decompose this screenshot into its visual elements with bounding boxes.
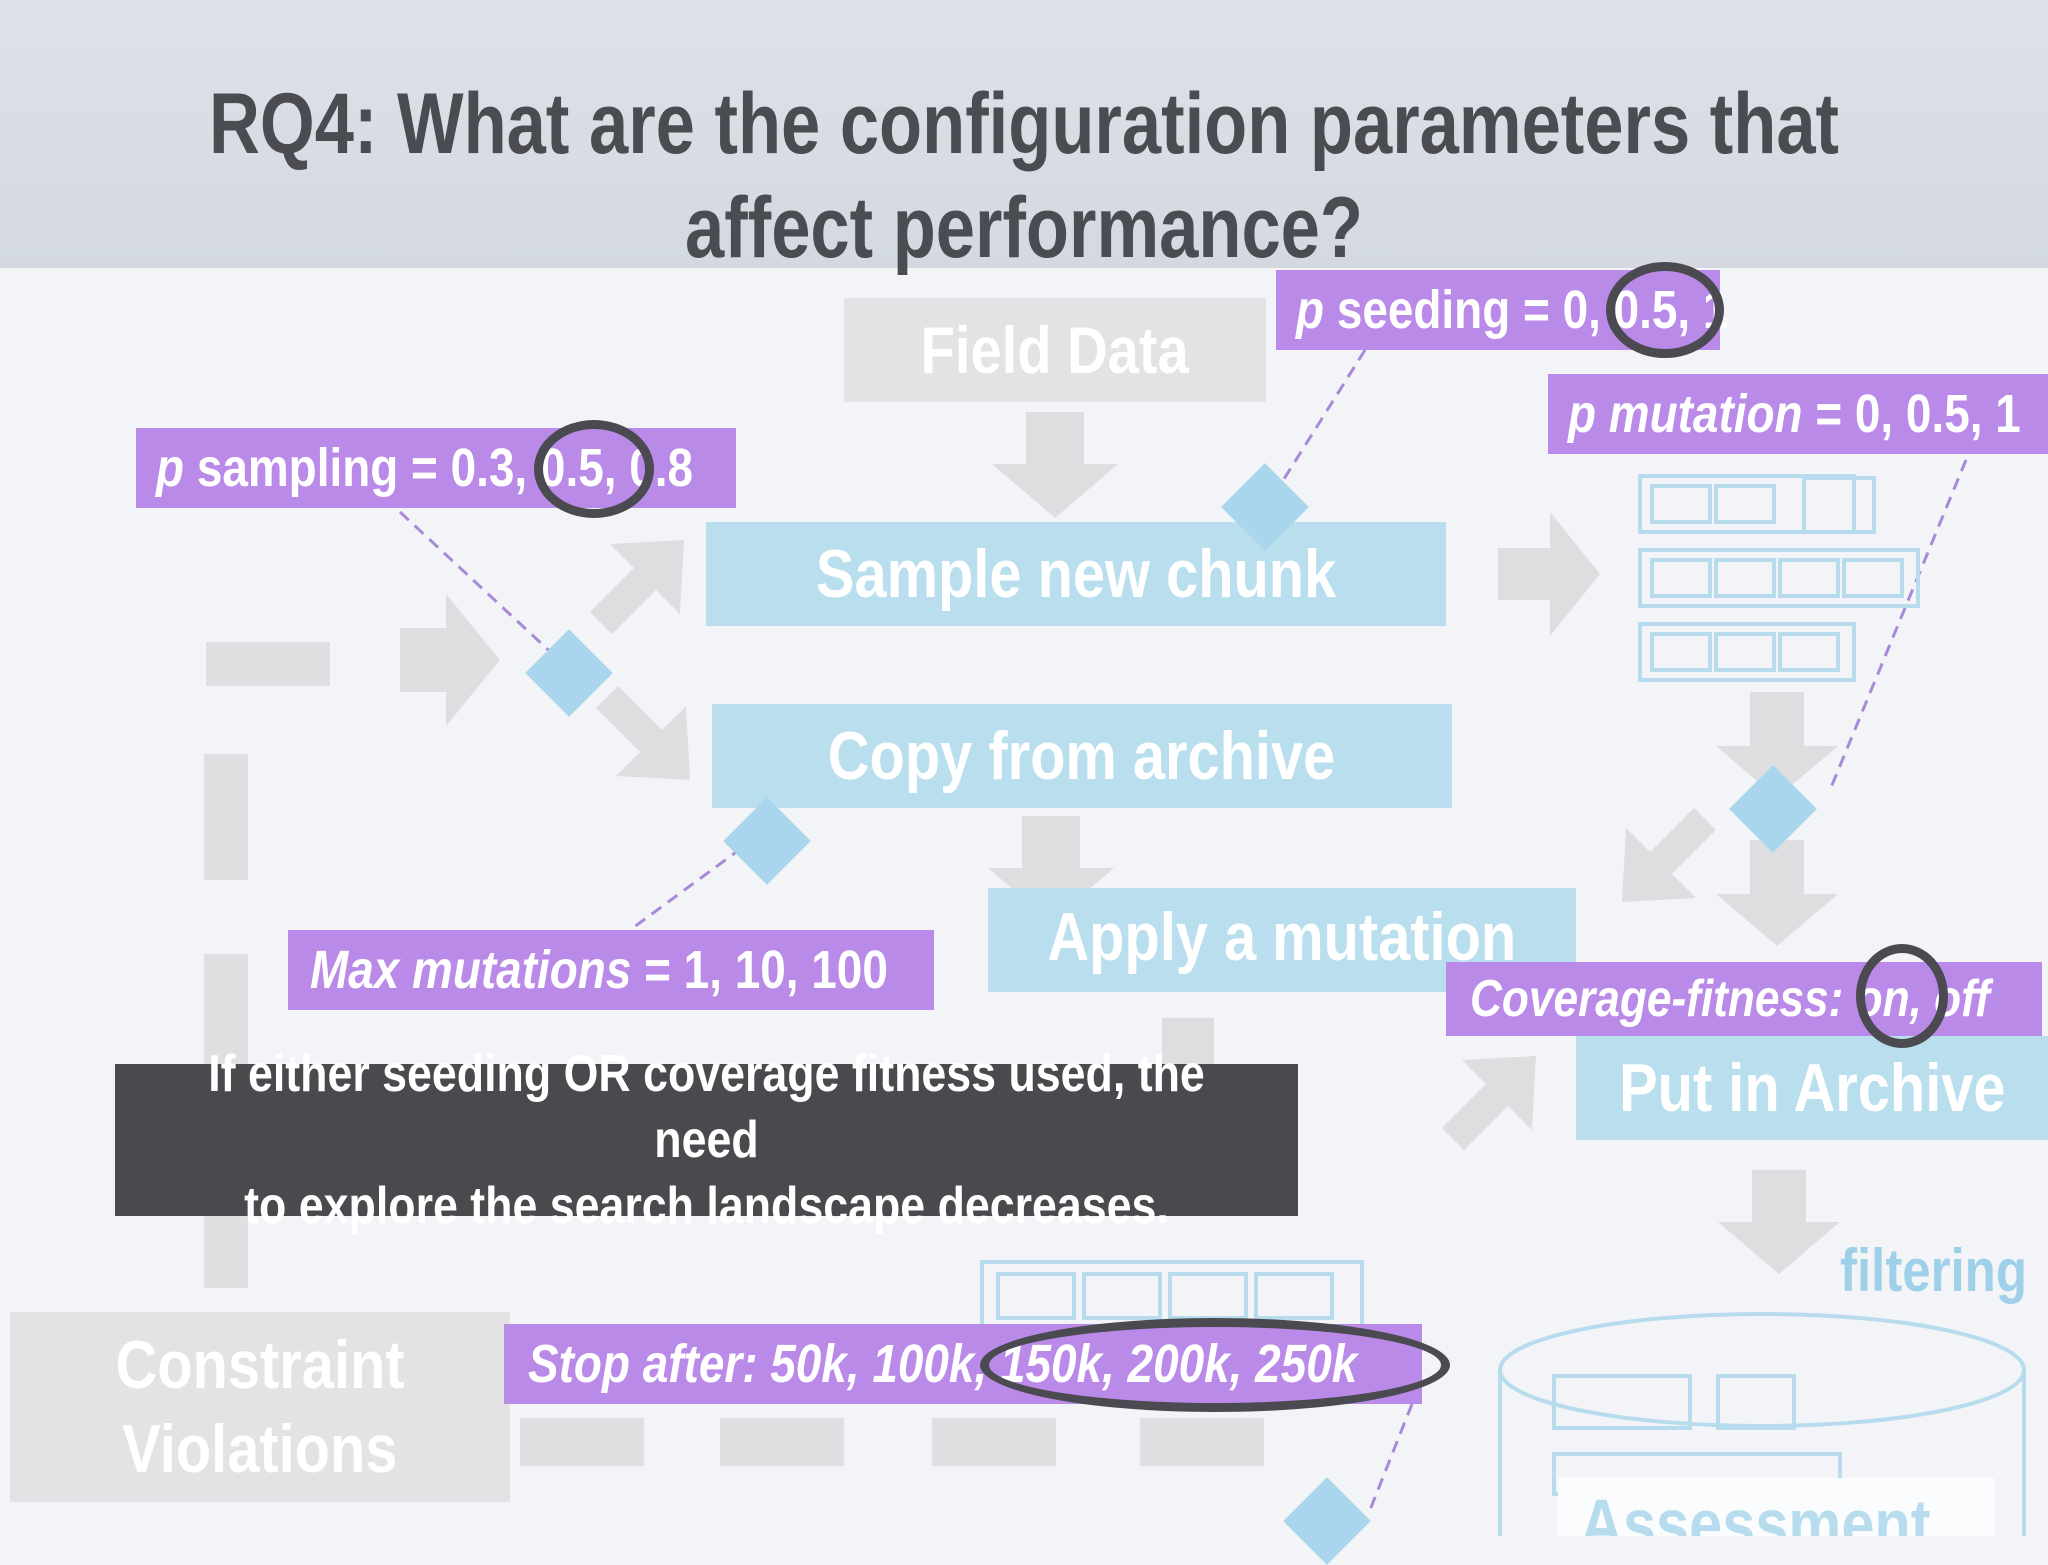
apply-mutation-label: Apply a mutation — [1047, 899, 1517, 975]
param-coverage-fitness: Coverage-fitness: on, off — [1446, 962, 2042, 1036]
arrow-up-right-icon — [1442, 1056, 1536, 1150]
field-data-box: Field Data — [844, 298, 1266, 402]
arrow-down-right-icon — [596, 686, 690, 780]
constraint-violations-line-2: Violations — [122, 1411, 398, 1487]
put-in-archive-label: Put in Archive — [1618, 1050, 2006, 1126]
param-sampling-name: p — [156, 438, 185, 498]
param-mutation-values: = 0, 0.5, 1 — [1815, 384, 2021, 444]
highlight-ring — [980, 1318, 1450, 1412]
arrow-up-right-icon — [590, 540, 684, 634]
copy-from-archive-label: Copy from archive — [828, 718, 1336, 794]
loop-bar — [932, 1418, 1056, 1466]
param-mutation: p mutation = 0, 0.5, 1 — [1548, 374, 2048, 454]
loop-bar — [1140, 1418, 1264, 1466]
sample-new-chunk-box: Sample new chunk — [706, 522, 1446, 626]
sample-new-chunk-label: Sample new chunk — [815, 536, 1337, 612]
loop-bar — [204, 1212, 248, 1288]
assessment-box: Assessment — [1558, 1478, 1994, 1536]
loop-bar — [520, 1418, 644, 1466]
highlight-ring — [1606, 262, 1724, 358]
highlight-ring — [534, 420, 654, 518]
loop-bar — [204, 754, 248, 880]
loop-bar — [206, 642, 330, 686]
title-band — [0, 0, 2048, 268]
arrow-right-icon — [400, 594, 500, 726]
param-max-mutations-name: Max mutations — [310, 940, 632, 1000]
callout-line-1: If either seeding OR coverage fitness us… — [208, 1045, 1205, 1169]
put-in-archive-box: Put in Archive — [1576, 1036, 2048, 1140]
loop-bar — [720, 1418, 844, 1466]
conclusion-callout: If either seeding OR coverage fitness us… — [115, 1045, 1298, 1235]
arrow-down-icon — [1716, 840, 1838, 946]
highlight-ring — [1856, 944, 1948, 1048]
title-line-1: RQ4: What are the configuration paramete… — [208, 76, 1840, 172]
param-mutation-name: p mutation — [1568, 384, 1803, 444]
slide-title: RQ4: What are the configuration paramete… — [184, 72, 1863, 280]
constraint-violations-line-1: Constraint — [115, 1327, 405, 1403]
arrow-down-icon — [988, 816, 1114, 922]
param-max-mutations-values: = 1, 10, 100 — [644, 940, 888, 1000]
assessment-label: Assessment — [1580, 1485, 1931, 1536]
arrow-down-icon — [1162, 1018, 1214, 1078]
arrow-down-icon — [992, 412, 1118, 518]
loop-bar — [204, 954, 248, 1080]
arrow-down-icon — [1716, 692, 1838, 798]
filtering-label: filtering — [1840, 1237, 2027, 1304]
param-max-mutations: Max mutations = 1, 10, 100 — [288, 930, 934, 1010]
field-data-label: Field Data — [920, 313, 1190, 387]
param-seeding-name: p — [1296, 280, 1325, 340]
arrow-down-left-icon — [1622, 808, 1716, 902]
constraint-violations-box: Constraint Violations — [10, 1312, 510, 1502]
callout-line-2: to explore the search landscape decrease… — [244, 1177, 1169, 1235]
title-line-2: affect performance? — [685, 180, 1363, 276]
copy-from-archive-box: Copy from archive — [712, 704, 1452, 808]
arrow-right-icon — [1498, 512, 1600, 636]
arrow-down-icon — [1718, 1170, 1840, 1274]
